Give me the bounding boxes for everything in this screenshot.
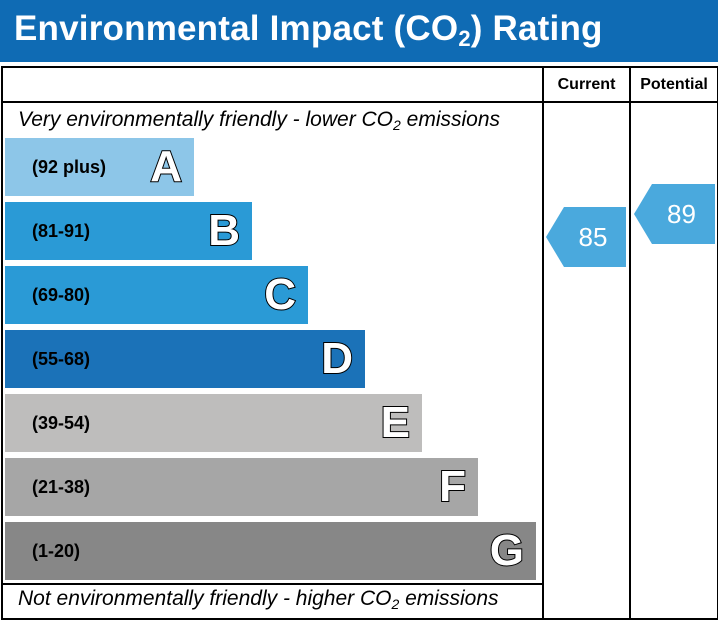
band-letter: E — [380, 397, 411, 448]
note-bottom: Not environmentally friendly - higher CO… — [18, 587, 499, 611]
band-letter: D — [320, 333, 354, 384]
band-b: (81-91) B — [5, 202, 252, 260]
band-letter: F — [438, 461, 467, 512]
rating-table: Current Potential Very environmentally f… — [1, 66, 718, 620]
note-bottom-subscript: 2 — [391, 596, 400, 612]
band-range: (1-20) — [32, 541, 81, 561]
band-a: (92 plus) A — [5, 138, 194, 196]
band-range: (55-68) — [32, 349, 91, 369]
title-subscript: 2 — [458, 26, 471, 51]
potential-rating-arrow: 89 — [634, 184, 715, 244]
potential-arrow-shape — [634, 184, 715, 244]
band-c: (69-80) C — [5, 266, 308, 324]
title-text-end: ) Rating — [470, 9, 603, 48]
divider-potential — [629, 68, 631, 618]
column-current-header: Current — [557, 76, 616, 93]
note-top-subscript: 2 — [393, 117, 401, 133]
page-title: Environmental Impact (CO2) Rating — [14, 9, 603, 51]
band-d: (55-68) D — [5, 330, 365, 388]
column-potential-header: Potential — [640, 76, 708, 93]
band-range: (21-38) — [32, 477, 91, 497]
title-text: Environmental Impact (CO — [14, 9, 459, 48]
current-arrow-shape — [546, 207, 626, 267]
note-top-text-end: emissions — [400, 108, 501, 131]
bottom-rule — [3, 583, 544, 585]
band-letter: G — [489, 525, 525, 576]
note-top-text: Very environmentally friendly - lower CO — [18, 108, 394, 131]
band-letter: C — [263, 269, 297, 320]
band-f: (21-38) F — [5, 458, 478, 516]
title-bar: Environmental Impact (CO2) Rating — [0, 0, 718, 62]
note-bottom-text-end: emissions — [399, 587, 499, 610]
header-rule — [3, 101, 717, 103]
current-rating-value: 85 — [578, 222, 608, 252]
band-range: (69-80) — [32, 285, 91, 305]
band-range: (92 plus) — [32, 157, 107, 177]
current-rating-arrow: 85 — [546, 207, 626, 267]
potential-rating-value: 89 — [667, 199, 696, 229]
band-e: (39-54) E — [5, 394, 422, 452]
band-range: (81-91) — [32, 221, 91, 241]
divider-current — [542, 68, 544, 618]
note-bottom-text: Not environmentally friendly - higher CO — [18, 587, 392, 610]
band-letter: A — [149, 141, 183, 192]
band-letter: B — [207, 205, 241, 256]
note-top: Very environmentally friendly - lower CO… — [18, 108, 500, 132]
band-g: (1-20) G — [5, 522, 536, 580]
band-range: (39-54) — [32, 413, 91, 433]
